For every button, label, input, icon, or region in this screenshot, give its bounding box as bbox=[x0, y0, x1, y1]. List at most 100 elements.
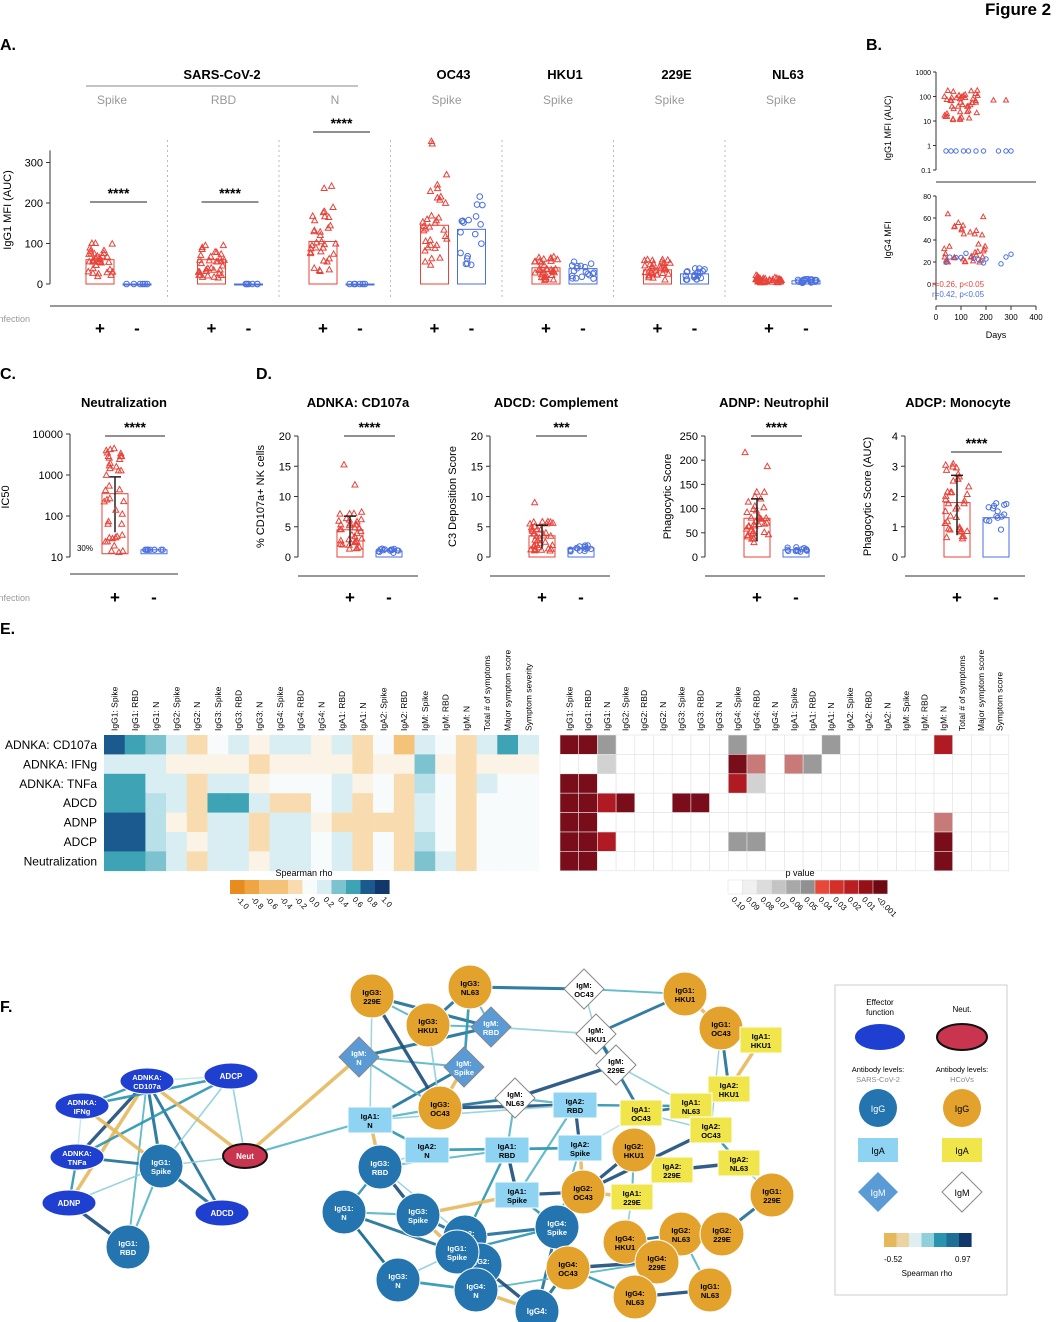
rho-legend-tick: -1.0 bbox=[235, 895, 252, 912]
data-point-negative bbox=[683, 268, 691, 276]
data-point-positive bbox=[115, 455, 124, 462]
b-top-point-positive bbox=[1002, 96, 1010, 103]
virus-label: NL63 bbox=[772, 67, 804, 82]
heatmap-cell bbox=[455, 832, 477, 852]
data-point-positive bbox=[340, 460, 348, 468]
pvalue-cell bbox=[578, 773, 598, 794]
b-bottom-point-positive bbox=[979, 247, 987, 254]
panel-b-bottom-ylabel: IgG4 MFI bbox=[883, 221, 893, 259]
panel-b-points bbox=[940, 86, 1014, 267]
significance-label: **** bbox=[124, 419, 146, 435]
legend-iga-sars bbox=[858, 1138, 898, 1162]
data-point-positive bbox=[531, 257, 540, 265]
minus-label: - bbox=[578, 588, 584, 607]
data-point-positive bbox=[202, 267, 211, 275]
heatmap-cell bbox=[104, 812, 125, 833]
b-bottom-point-positive bbox=[951, 222, 958, 229]
pvalue-cell bbox=[858, 831, 879, 852]
heatmap-cell bbox=[228, 793, 250, 813]
pvalue-legend-tick: 0.10 bbox=[730, 895, 748, 913]
pvalue-cell bbox=[597, 831, 617, 852]
pvalue-cell bbox=[840, 734, 860, 755]
pvalue-cell bbox=[727, 734, 748, 755]
data-point-positive bbox=[426, 235, 435, 243]
heatmap-cell bbox=[186, 812, 208, 833]
heatmap-cell bbox=[145, 793, 167, 813]
pvalue-cell bbox=[671, 792, 692, 813]
y-tick-label: 0 bbox=[37, 279, 43, 291]
b-bottom-point-negative bbox=[1008, 251, 1014, 257]
data-point-positive bbox=[546, 517, 555, 525]
node-label: IgG3: bbox=[408, 1207, 427, 1216]
heatmap-row-label: ADCD bbox=[63, 796, 97, 810]
data-point-positive bbox=[357, 507, 366, 515]
data-point-positive bbox=[952, 463, 961, 471]
node-label: IgG4: bbox=[625, 1289, 644, 1298]
data-point-negative bbox=[696, 265, 703, 272]
heatmap-cell bbox=[414, 773, 436, 794]
heatmap-cell bbox=[248, 851, 270, 872]
pvalue-cell bbox=[840, 831, 860, 852]
node-label: IgM: bbox=[456, 1059, 471, 1068]
legend-neut-shape bbox=[936, 1023, 988, 1051]
panel-f: F. ADNKA:CD107aADCPADNKA:IFNgADNKA:TNFaA… bbox=[0, 964, 1008, 1322]
node-shape bbox=[687, 1267, 733, 1313]
b-top-point-positive bbox=[972, 89, 979, 97]
data-point-positive bbox=[325, 254, 334, 262]
b-bottom-point-positive bbox=[955, 219, 962, 226]
b-bottom-point-negative bbox=[958, 254, 964, 261]
node-label: IgG4: bbox=[615, 1234, 634, 1243]
panel-a-groups: Spike **** + - RBD **** + - N **** + - OC43 Spike + - HK… bbox=[84, 67, 821, 338]
network-node: ADNP bbox=[41, 1189, 97, 1217]
pvalue-col-label: IgG1: RBD bbox=[583, 690, 593, 731]
pvalue-cell bbox=[914, 851, 935, 872]
minus-label: - bbox=[580, 319, 586, 338]
pvalue-legend-tick: 0.07 bbox=[773, 895, 791, 913]
network-node: IgG2:HKU1 bbox=[611, 1127, 657, 1173]
data-point-positive bbox=[306, 248, 315, 256]
data-point-positive bbox=[425, 222, 434, 230]
pvalue-cell bbox=[746, 773, 767, 794]
heatmap-col-label: IgG4: N bbox=[316, 702, 326, 731]
data-point-negative bbox=[587, 545, 595, 553]
pvalue-col-label: IgA1: RBD bbox=[807, 691, 817, 731]
pvalue-cell bbox=[671, 773, 692, 794]
data-point-positive bbox=[653, 270, 662, 278]
data-point-negative bbox=[589, 270, 597, 278]
b-top-point-positive bbox=[961, 90, 969, 97]
data-point-positive bbox=[306, 244, 315, 252]
heatmap-cell bbox=[207, 812, 229, 833]
pvalue-cell bbox=[933, 754, 954, 775]
pvalue-cell bbox=[615, 851, 636, 872]
heatmap-cell bbox=[290, 812, 312, 833]
pvalue-cell bbox=[690, 773, 710, 794]
pvalue-cell bbox=[578, 831, 598, 852]
data-point-positive bbox=[943, 517, 952, 525]
pvalue-legend-swatch bbox=[858, 879, 874, 895]
data-point-negative bbox=[142, 546, 149, 553]
y-tick-label: 10 bbox=[923, 119, 931, 126]
data-point-positive bbox=[351, 538, 360, 546]
data-point-positive bbox=[85, 257, 94, 265]
heatmap-cell bbox=[269, 773, 291, 794]
node-label: TNFa bbox=[68, 1158, 88, 1167]
heatmap-cell bbox=[455, 735, 477, 755]
data-point-negative bbox=[159, 546, 166, 553]
data-point-positive bbox=[534, 265, 543, 273]
node-shape bbox=[484, 1136, 530, 1164]
data-point-negative bbox=[581, 263, 589, 271]
heatmap-cell bbox=[228, 773, 250, 794]
network-node: ADNKA:IFNg bbox=[54, 1092, 110, 1120]
data-point-negative bbox=[567, 547, 574, 555]
network-node: IgM:229E bbox=[595, 1044, 637, 1086]
node-shape bbox=[54, 1092, 110, 1120]
y-tick-label: 200 bbox=[25, 198, 43, 210]
network-node: IgG3:HKU1 bbox=[405, 1002, 451, 1048]
panel-label-d: D. bbox=[256, 366, 272, 383]
data-point-negative bbox=[684, 268, 691, 275]
data-point-positive bbox=[527, 545, 535, 553]
node-label: IgA2: bbox=[720, 1081, 739, 1090]
b-top-point-positive bbox=[944, 86, 952, 93]
node-label: IgG3: bbox=[460, 979, 479, 988]
node-label: IgM: bbox=[483, 1019, 498, 1028]
